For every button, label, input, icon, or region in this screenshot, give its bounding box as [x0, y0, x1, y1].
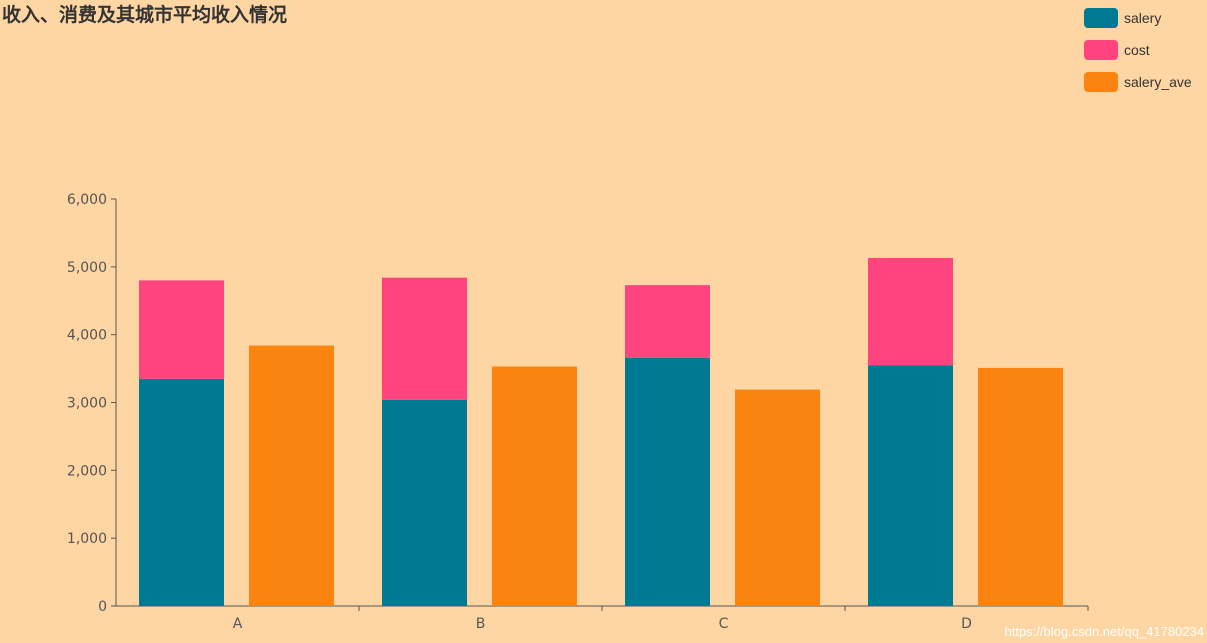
y-tick-label: 2,000: [67, 463, 107, 479]
bar-salery_ave-C: [735, 389, 820, 606]
y-tick-label: 3,000: [67, 396, 107, 412]
bar-salery-B: [382, 399, 467, 606]
y-tick-label: 4,000: [67, 328, 107, 344]
bar-salery_ave-D: [978, 367, 1063, 606]
x-tick-label: D: [961, 616, 972, 632]
legend-label: salery: [1124, 10, 1162, 26]
x-tick-label: A: [233, 616, 243, 632]
bar-cost-D: [868, 258, 953, 366]
legend-item-salery[interactable]: salery: [1084, 2, 1192, 34]
watermark: https://blog.csdn.net/qq_41780234: [1004, 624, 1205, 639]
bar-cost-A: [139, 280, 224, 379]
legend: salery cost salery_ave: [1084, 2, 1192, 98]
y-tick-label: 6,000: [67, 192, 107, 208]
legend-swatch: [1084, 40, 1118, 60]
x-tick-label: C: [719, 616, 729, 632]
legend-item-cost[interactable]: cost: [1084, 34, 1192, 66]
legend-label: cost: [1124, 42, 1150, 58]
legend-swatch: [1084, 8, 1118, 28]
bar-cost-B: [382, 277, 467, 400]
bar-salery-A: [139, 378, 224, 606]
bar-salery_ave-B: [492, 366, 577, 606]
bar-cost-C: [625, 285, 710, 358]
chart-title: 收入、消费及其城市平均收入情况: [2, 4, 288, 26]
bar-salery-C: [625, 357, 710, 606]
x-tick-label: B: [476, 616, 486, 632]
y-tick-label: 1,000: [67, 531, 107, 547]
bar-salery-D: [868, 365, 953, 606]
bar-salery_ave-A: [249, 345, 334, 606]
y-tick-label: 5,000: [67, 260, 107, 276]
legend-swatch: [1084, 72, 1118, 92]
legend-label: salery_ave: [1124, 74, 1192, 90]
y-tick-label: 0: [98, 599, 107, 615]
legend-item-salery-ave[interactable]: salery_ave: [1084, 66, 1192, 98]
